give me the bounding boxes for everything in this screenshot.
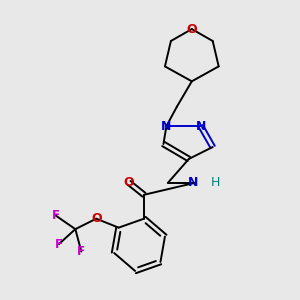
Text: N: N bbox=[196, 120, 206, 133]
Text: O: O bbox=[91, 212, 102, 225]
Text: F: F bbox=[52, 209, 60, 222]
Text: O: O bbox=[187, 22, 197, 36]
Text: H: H bbox=[211, 176, 220, 189]
Text: F: F bbox=[55, 238, 63, 250]
Text: O: O bbox=[124, 176, 134, 189]
Text: N: N bbox=[188, 176, 199, 189]
Text: N: N bbox=[161, 120, 172, 133]
Text: F: F bbox=[77, 245, 85, 258]
